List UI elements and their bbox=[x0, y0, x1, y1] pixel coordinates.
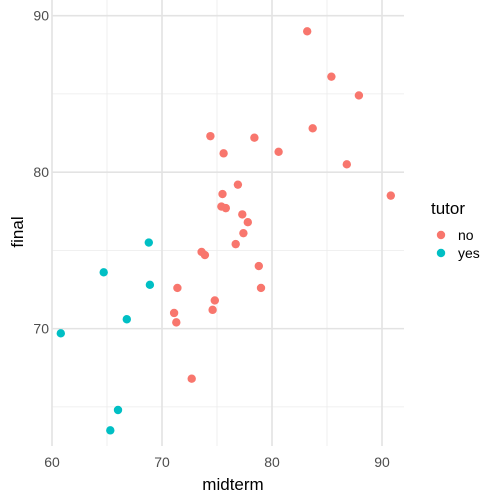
x-tick-label: 70 bbox=[154, 454, 170, 470]
data-point-no bbox=[219, 149, 228, 158]
data-point-no bbox=[303, 27, 312, 36]
data-point-yes bbox=[113, 405, 123, 415]
data-point-no bbox=[342, 160, 351, 169]
data-point-no bbox=[354, 91, 364, 100]
data-point-no bbox=[233, 180, 243, 189]
data-point-no bbox=[172, 318, 181, 327]
data-point-no bbox=[238, 210, 247, 219]
data-point-yes bbox=[106, 426, 115, 435]
data-point-no bbox=[218, 189, 227, 199]
x-tick-labels: 60 70 80 90 bbox=[44, 454, 390, 470]
x-tick-label: 60 bbox=[44, 454, 60, 470]
data-point-no bbox=[221, 203, 230, 213]
data-point-no bbox=[200, 250, 210, 260]
legend-key-yes bbox=[436, 248, 446, 258]
data-point-no bbox=[231, 239, 240, 249]
y-tick-label: 90 bbox=[33, 8, 49, 24]
data-point-no bbox=[243, 218, 252, 227]
data-point-no bbox=[308, 124, 317, 133]
data-point-no bbox=[187, 374, 196, 383]
data-point-no bbox=[386, 191, 395, 200]
data-point-no bbox=[169, 308, 179, 318]
data-point-no bbox=[208, 305, 217, 315]
x-tick-label: 80 bbox=[264, 454, 280, 470]
data-point-no bbox=[239, 228, 248, 238]
data-point-no bbox=[210, 296, 219, 305]
data-point-yes bbox=[56, 329, 65, 338]
x-axis-title: midterm bbox=[202, 475, 263, 494]
x-tick-label: 90 bbox=[374, 454, 390, 470]
y-axis-title: final bbox=[8, 216, 27, 247]
y-tick-labels: 70 80 90 bbox=[33, 8, 49, 337]
legend: tutor no yes bbox=[431, 199, 480, 261]
legend-label-no: no bbox=[458, 227, 474, 243]
data-point-no bbox=[327, 72, 336, 81]
grid bbox=[51, 0, 404, 446]
data-point-no bbox=[254, 261, 263, 271]
data-point-yes bbox=[144, 238, 153, 247]
legend-key-no bbox=[436, 230, 446, 240]
legend-title: tutor bbox=[431, 199, 465, 218]
y-tick-label: 80 bbox=[33, 164, 49, 180]
data-points bbox=[56, 27, 395, 435]
y-tick-label: 70 bbox=[33, 321, 49, 337]
data-point-no bbox=[173, 283, 182, 293]
data-point-no bbox=[274, 147, 283, 156]
data-point-no bbox=[250, 133, 259, 142]
data-point-no bbox=[206, 131, 215, 141]
data-point-no bbox=[256, 283, 266, 293]
data-point-yes bbox=[122, 315, 131, 324]
legend-label-yes: yes bbox=[458, 245, 480, 261]
data-point-yes bbox=[145, 280, 155, 290]
data-point-yes bbox=[99, 268, 108, 277]
